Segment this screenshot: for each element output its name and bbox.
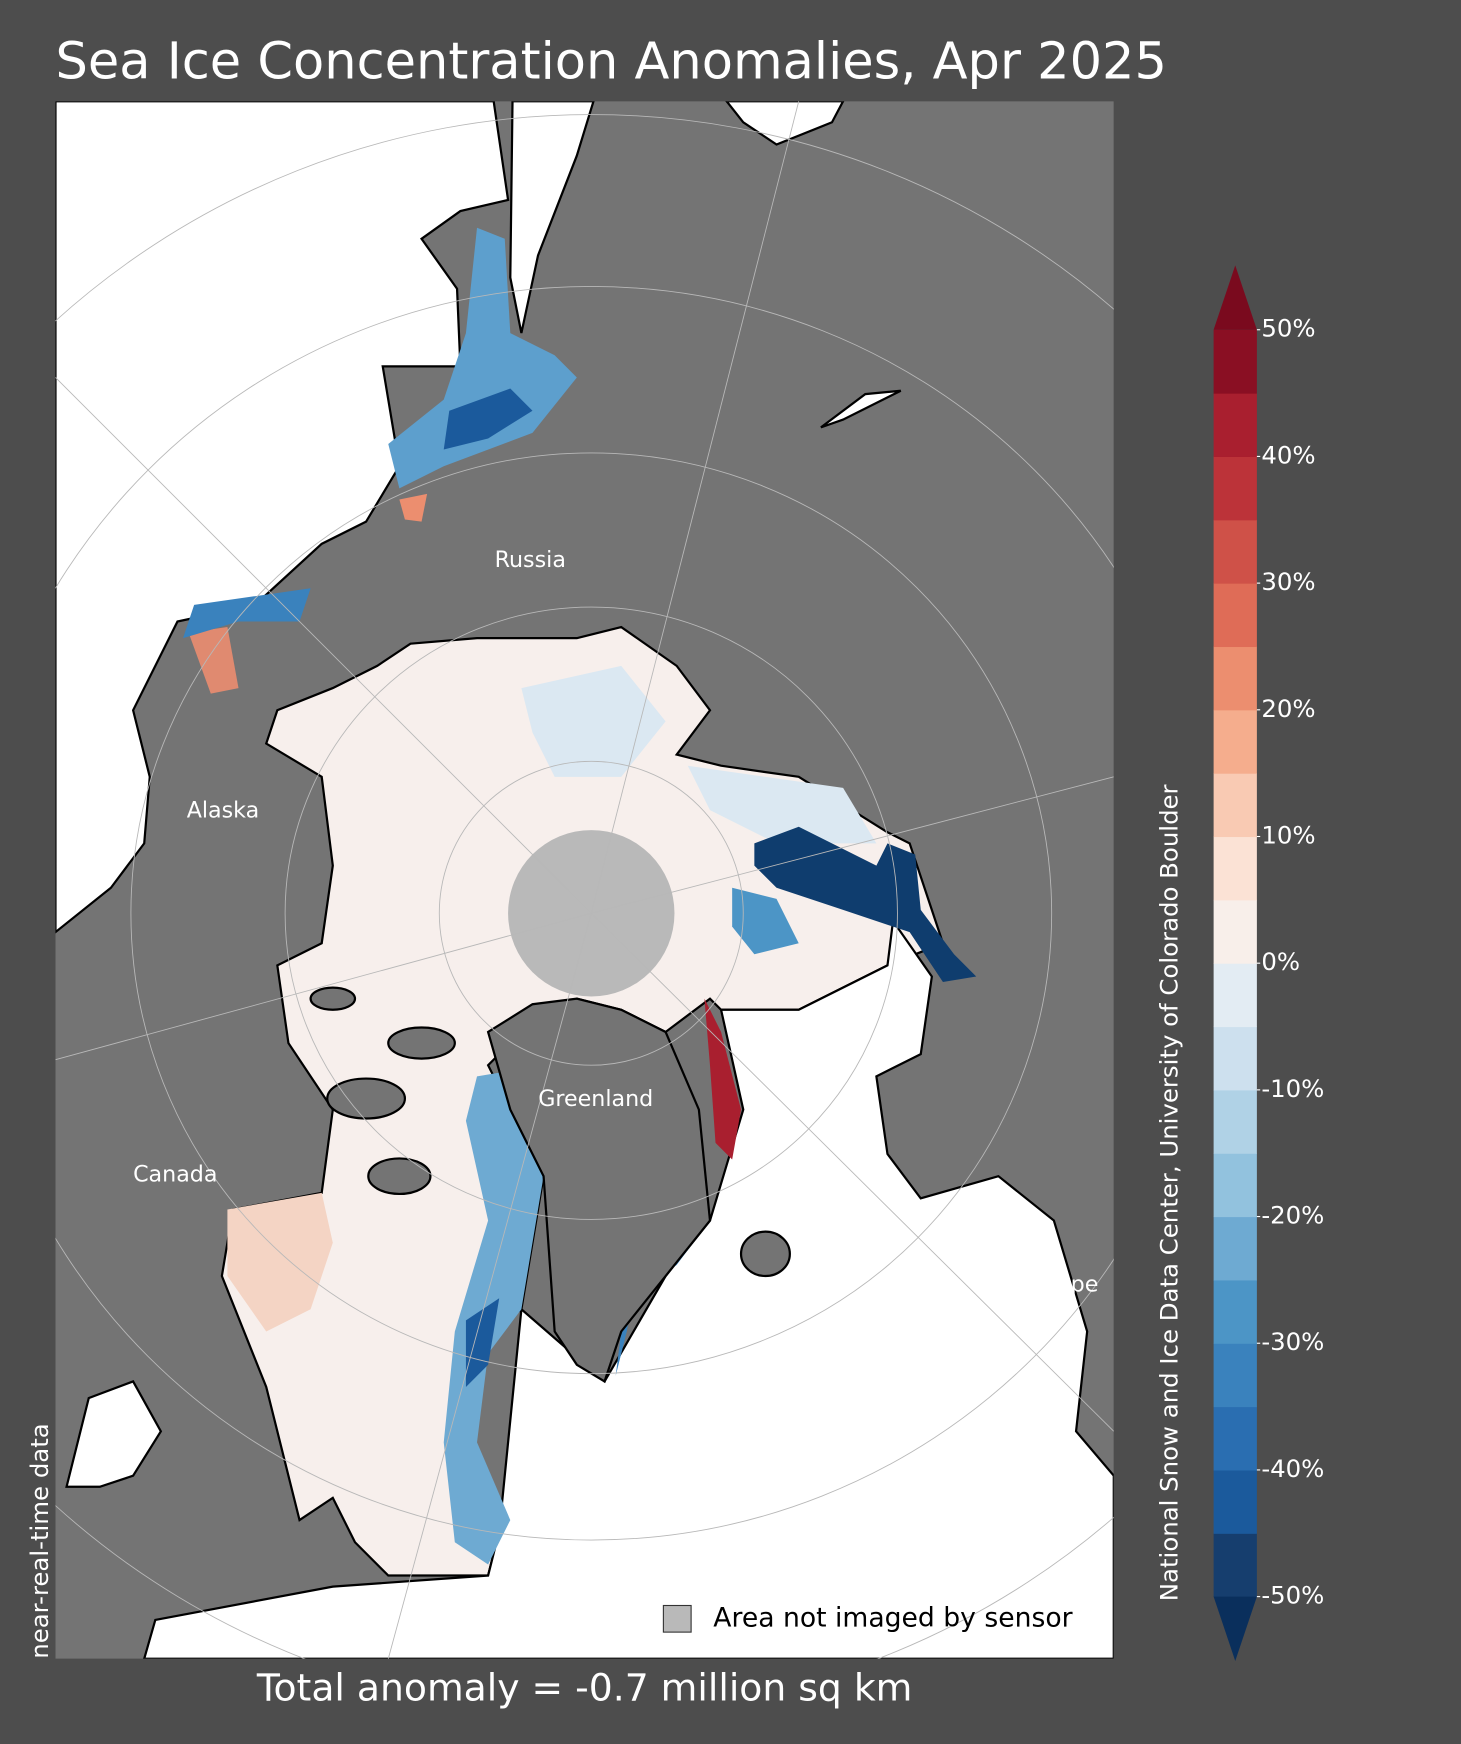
ice-anomaly [227,1192,333,1332]
region-label: Russia [495,547,566,573]
land [739,1230,791,1278]
region-label: Alaska [187,798,260,824]
ice-anomaly [687,765,877,844]
colorbar-tick-label: -20% [1261,1201,1324,1230]
ocean [509,101,595,334]
map: Russia Alaska Greenland Canada Europe Ar… [55,101,1114,1659]
colorbar-tick-label: 10% [1261,820,1315,849]
colorbar-band [1213,963,1257,1028]
colorbar-tick-label: -40% [1261,1454,1324,1483]
chart-title: Sea Ice Concentration Anomalies, Apr 202… [55,33,1167,92]
ice-anomaly [399,493,428,522]
colorbar-band [1213,393,1257,457]
colorbar-band [1213,836,1257,901]
colorbar-band [1213,899,1257,964]
colorbar-tick-label: -10% [1261,1074,1324,1103]
colorbar-band [1213,646,1257,711]
colorbar-band [1213,1406,1257,1471]
land [367,1157,432,1196]
land [309,986,357,1011]
colorbar-band [1213,1026,1257,1091]
ice-anomaly [704,998,742,1160]
colorbar-band [1213,1153,1257,1218]
credit: National Snow and Ice Data Center, Unive… [1154,783,1183,1601]
legend-label: Area not imaged by sensor [713,1602,1072,1633]
footer: Total anomaly = -0.7 million sq km [256,1665,913,1709]
land [387,1026,456,1060]
land [486,997,712,1384]
ice-anomaly [443,388,533,450]
colorbar-band [1213,1469,1257,1534]
region-label: Europe [1020,1271,1098,1297]
ice-anomaly [388,227,577,489]
ice-anomaly [732,887,799,955]
colorbar-band [1213,583,1257,648]
colorbar: 50% 40% 30% 20% 10% 0% -10% -20% -30% -40% -50% [1213,265,1324,1661]
legend-swatch [662,1604,692,1633]
land [326,1077,407,1120]
colorbar-tick-label: 30% [1261,567,1315,596]
colorbar-band [1213,1533,1257,1598]
colorbar-band [1213,773,1257,838]
colorbar-tick-label: 50% [1261,314,1315,343]
ice-anomaly [754,826,977,983]
colorbar-band [1213,1089,1257,1154]
colorbar-tick-label: -30% [1261,1327,1324,1356]
colorbar-band [1213,1279,1257,1344]
ice-anomaly [465,1298,500,1387]
ocean [820,389,902,429]
ice-anomaly [521,665,666,777]
ice-anomaly [188,627,239,694]
colorbar-tick-label: 40% [1261,440,1315,469]
colorbar-band [1213,1216,1257,1281]
colorbar-band [1213,1343,1257,1408]
colorbar-extend [1213,1596,1257,1661]
colorbar-band [1213,329,1257,394]
colorbar-tick-label: 20% [1261,694,1315,723]
ocean [65,1380,163,1488]
ocean [725,101,845,146]
ocean [55,101,510,934]
colorbar-band [1213,519,1257,584]
colorbar-extend [1213,265,1257,330]
left-note: near-real-time data [25,1423,54,1659]
colorbar-band [1213,709,1257,774]
region-label: Greenland [538,1086,653,1112]
colorbar-tick-label: 0% [1261,947,1300,976]
colorbar-tick-label: -50% [1261,1581,1324,1610]
colorbar-band [1213,456,1257,521]
region-label: Canada [133,1162,217,1188]
graticule [55,101,1114,1659]
